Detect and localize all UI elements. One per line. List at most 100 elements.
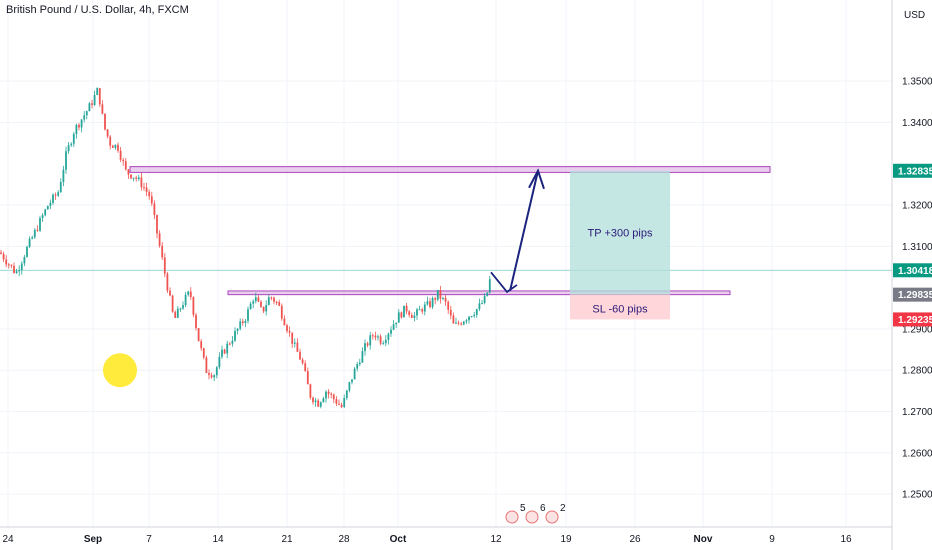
candle-body [205,357,208,373]
price-label-bg [893,312,932,327]
candle-body [13,265,15,274]
candle-body [317,400,320,407]
candle-body [283,318,286,326]
take-profit-area [570,170,670,295]
candle-body [345,390,348,399]
candle-body [234,330,236,341]
candle-body [109,136,112,146]
candle-body [332,394,335,400]
candle-body [286,325,288,332]
candle-body [192,297,195,315]
candle-body [405,305,408,312]
candle-body [163,257,166,274]
arrow-head [528,168,545,190]
candle-body [148,191,151,197]
candle-body [31,237,34,239]
candle-body [65,151,67,170]
price-label: 1.30418 [898,266,932,277]
candle-body [319,402,322,407]
candle-body [218,356,221,368]
y-tick-label: 1.34000 [902,118,932,129]
candle-body [348,382,351,391]
candle-body [156,215,158,234]
candle-body [153,203,156,216]
candle-body [208,372,210,376]
candle-body [390,329,392,334]
candle-body [244,320,247,323]
candle-body [260,301,262,307]
y-tick-label: 1.25000 [902,490,932,501]
candle-body [358,362,361,365]
candle-body [20,263,23,270]
candle-body [247,309,249,321]
candle-body [449,309,452,316]
overlay: 5 6 2 [103,168,566,524]
candle-body [124,161,127,170]
candle-body [335,399,338,404]
candle-body [93,94,96,105]
candle-body [265,305,268,312]
candle-body [280,305,283,319]
candle-body [62,169,65,183]
candle-body [395,322,398,325]
x-tick-label: 26 [629,534,641,545]
candle-body [114,144,117,148]
candle-body [309,384,312,398]
candle-body [278,302,281,306]
price-label-bg [893,263,932,278]
candle-body [455,322,457,324]
candle-body [28,238,31,247]
candle-body [15,271,18,274]
x-tick-label: 16 [840,534,852,545]
candle-body [384,339,387,344]
candle-body [140,177,143,188]
y-tick-label: 1.32000 [902,201,932,212]
candle-body [468,316,470,321]
event-count: 5 [520,503,526,514]
candle-body [270,297,273,299]
candle-body [444,297,447,302]
trade-box: TP +300 pips SL -60 pips [570,170,670,320]
candle-body [330,393,333,395]
candle-body [460,323,463,325]
candle-body [171,295,174,312]
event-flag-icon [525,510,539,524]
candle-body [327,391,330,394]
candle-body [104,113,106,130]
candle-body [36,229,39,231]
zone-2 [227,290,731,296]
candle-body [288,331,291,333]
event-count: 6 [540,503,546,514]
candle-body [161,245,164,258]
candle-body [410,315,413,318]
x-tick-label: 21 [281,534,293,545]
candle-body [96,88,99,95]
candle-body [447,301,450,310]
candle-body [122,159,125,162]
candle-body [252,301,255,304]
candle-body [423,304,426,312]
candle-body [301,359,304,364]
candle-body [262,306,265,312]
candle-body [130,174,132,179]
candle-body [33,229,36,238]
candle-body [382,343,385,345]
currency-label[interactable]: USD [904,10,926,21]
candle-body [5,259,8,265]
candle-body [26,246,28,257]
candle-body [267,297,270,306]
candle-body [392,324,395,330]
candle-body [452,315,455,324]
zone-1 [129,166,771,173]
candle-body [158,233,161,246]
x-tick-label: 12 [490,534,502,545]
candle-body [72,133,75,144]
candle-body [117,144,119,151]
pullback-arrow [490,271,518,294]
candle-body [59,182,62,193]
price-label: 1.29835 [898,290,932,301]
candle-body [174,311,177,318]
candle-body [49,202,52,206]
